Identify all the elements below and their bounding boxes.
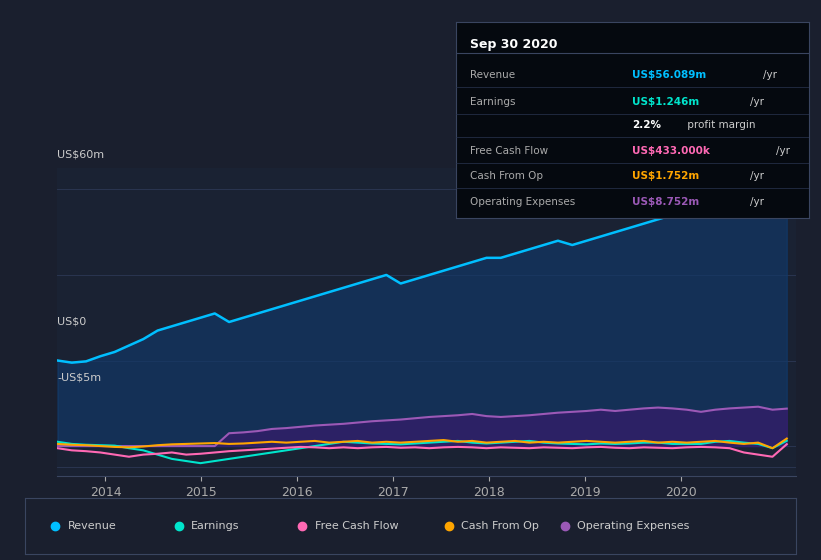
Text: /yr: /yr — [750, 171, 764, 181]
Text: /yr: /yr — [750, 197, 764, 207]
Text: US$433.000k: US$433.000k — [632, 146, 710, 156]
Text: /yr: /yr — [750, 97, 764, 107]
Text: Earnings: Earnings — [470, 97, 516, 107]
Text: profit margin: profit margin — [685, 120, 756, 130]
Text: Free Cash Flow: Free Cash Flow — [470, 146, 548, 156]
Text: Free Cash Flow: Free Cash Flow — [314, 521, 398, 531]
Text: Revenue: Revenue — [68, 521, 117, 531]
Text: US$60m: US$60m — [57, 150, 104, 160]
Text: -US$5m: -US$5m — [57, 372, 102, 382]
Text: Earnings: Earnings — [191, 521, 240, 531]
Text: Cash From Op: Cash From Op — [470, 171, 543, 181]
Text: US$1.246m: US$1.246m — [632, 97, 699, 107]
Text: US$0: US$0 — [57, 317, 87, 327]
Text: US$8.752m: US$8.752m — [632, 197, 699, 207]
Text: Revenue: Revenue — [470, 71, 515, 80]
Text: US$56.089m: US$56.089m — [632, 71, 706, 80]
Text: /yr: /yr — [763, 71, 777, 80]
Text: Operating Expenses: Operating Expenses — [577, 521, 690, 531]
Text: Cash From Op: Cash From Op — [461, 521, 539, 531]
Text: Operating Expenses: Operating Expenses — [470, 197, 575, 207]
Text: 2.2%: 2.2% — [632, 120, 661, 130]
Text: US$1.752m: US$1.752m — [632, 171, 699, 181]
Text: Sep 30 2020: Sep 30 2020 — [470, 38, 557, 51]
Text: /yr: /yr — [776, 146, 790, 156]
